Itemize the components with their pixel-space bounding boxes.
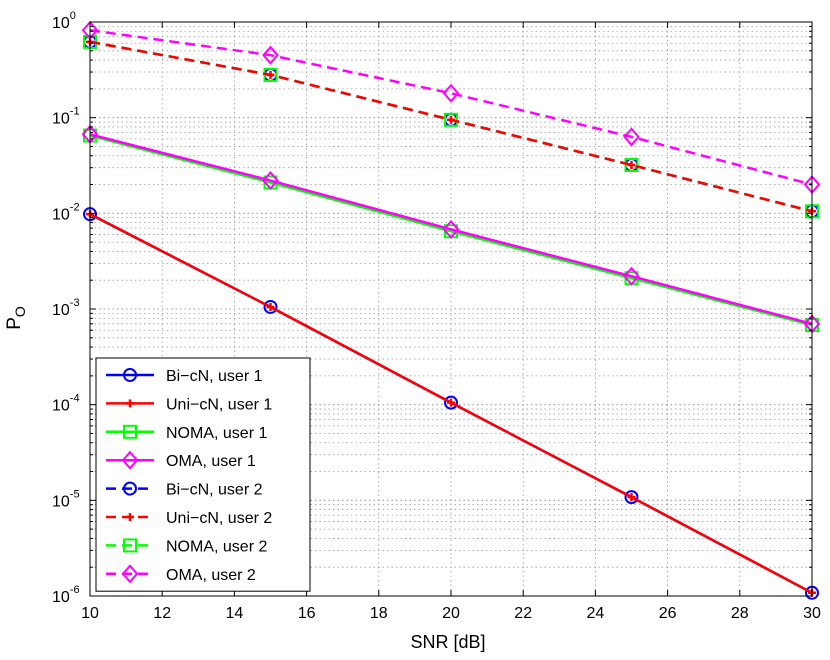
data-point bbox=[442, 83, 460, 103]
legend-marker bbox=[121, 564, 139, 584]
legend-label: Uni−cN, user 2 bbox=[166, 510, 272, 527]
data-point bbox=[627, 493, 636, 502]
legend-item: NOMA, user 2 bbox=[106, 538, 267, 555]
legend-item: Uni−cN, user 1 bbox=[106, 396, 272, 413]
y-tick-exponent: -2 bbox=[70, 201, 80, 213]
x-tick-label: 22 bbox=[514, 605, 532, 622]
data-point bbox=[447, 398, 455, 407]
y-tick-base: 10 bbox=[52, 206, 70, 223]
x-tick-label: 30 bbox=[803, 605, 821, 622]
y-tick-exponent: 0 bbox=[70, 10, 76, 22]
data-point bbox=[444, 112, 458, 127]
series-7 bbox=[81, 20, 821, 195]
y-axis-label-sub: O bbox=[12, 306, 28, 317]
grid bbox=[90, 22, 812, 596]
data-point bbox=[263, 299, 278, 314]
y-axis-label-main: P bbox=[4, 317, 25, 330]
x-tick-labels: 10 12 14 16 18 20 22 24 26 28 30 bbox=[81, 605, 821, 622]
y-tick-base: 10 bbox=[52, 589, 70, 606]
x-tick-label: 18 bbox=[370, 605, 388, 622]
series-line bbox=[89, 29, 813, 186]
legend-box bbox=[95, 357, 311, 592]
x-tick-label: 24 bbox=[587, 605, 605, 622]
legend-label: Uni−cN, user 1 bbox=[166, 396, 272, 413]
legend-marker bbox=[123, 481, 137, 496]
y-tick-label: 10-1 bbox=[52, 106, 80, 128]
y-tick-base: 10 bbox=[52, 302, 70, 319]
x-tick-label: 14 bbox=[226, 605, 244, 622]
legend-marker bbox=[123, 368, 137, 382]
legend-item: NOMA, user 1 bbox=[106, 424, 267, 442]
legend-item: Bi−cN, user 2 bbox=[106, 481, 263, 499]
x-tick-label: 26 bbox=[659, 605, 677, 622]
legend-item: OMA, user 2 bbox=[106, 564, 256, 584]
legend-label: NOMA, user 2 bbox=[166, 538, 267, 555]
y-tick-exponent: -4 bbox=[70, 393, 80, 405]
legend-marker bbox=[121, 450, 139, 470]
y-tick-label: 10-6 bbox=[52, 584, 80, 606]
axis-ticks bbox=[89, 21, 813, 597]
x-tick-label: 28 bbox=[731, 605, 749, 622]
y-tick-exponent: -3 bbox=[70, 297, 80, 309]
series-line bbox=[89, 133, 813, 326]
legend-marker bbox=[123, 424, 137, 439]
legend-label: OMA, user 2 bbox=[166, 567, 256, 584]
y-tick-base: 10 bbox=[52, 493, 70, 510]
y-axis-label: PO bbox=[4, 306, 28, 330]
y-tick-base: 10 bbox=[52, 398, 70, 415]
x-tick-label: 16 bbox=[298, 605, 316, 622]
x-tick-label: 10 bbox=[81, 605, 99, 622]
y-tick-base: 10 bbox=[52, 111, 70, 128]
data-point bbox=[444, 395, 458, 410]
y-tick-exponent: -1 bbox=[70, 106, 80, 118]
y-tick-base: 10 bbox=[52, 15, 70, 32]
legend-label: NOMA, user 1 bbox=[166, 425, 267, 442]
y-tick-label: 10-5 bbox=[52, 488, 80, 510]
y-tick-exponent: -6 bbox=[70, 584, 80, 596]
y-tick-label: 10-4 bbox=[52, 393, 80, 415]
data-point bbox=[262, 45, 279, 65]
y-tick-label: 10-2 bbox=[52, 201, 80, 223]
data-point bbox=[266, 302, 275, 311]
x-axis-label: SNR [dB] bbox=[410, 632, 485, 652]
legend-item: Uni−cN, user 2 bbox=[106, 510, 272, 527]
data-point bbox=[623, 127, 640, 147]
legend-item: OMA, user 1 bbox=[106, 450, 256, 470]
legend-label: Bi−cN, user 1 bbox=[166, 368, 263, 385]
data-point bbox=[442, 219, 460, 239]
data-point bbox=[624, 490, 639, 505]
x-tick-label: 12 bbox=[153, 605, 171, 622]
y-tick-exponent: -5 bbox=[70, 488, 80, 500]
series-lines bbox=[81, 20, 821, 600]
data-point bbox=[623, 266, 640, 286]
legend-item: Bi−cN, user 1 bbox=[106, 368, 263, 385]
y-tick-label: 10-3 bbox=[52, 297, 80, 319]
legend-marker bbox=[126, 513, 134, 521]
legend: Bi−cN, user 1 Uni−cN, user 1 NOMA, user 1 O… bbox=[95, 357, 311, 592]
data-point bbox=[266, 70, 275, 79]
x-tick-label: 20 bbox=[442, 605, 460, 622]
data-point bbox=[447, 115, 455, 124]
legend-label: OMA, user 1 bbox=[166, 453, 256, 470]
data-point bbox=[262, 171, 279, 191]
y-tick-label: 100 bbox=[52, 10, 76, 32]
data-point bbox=[624, 158, 639, 173]
data-point bbox=[627, 161, 636, 170]
series-line bbox=[89, 134, 813, 327]
legend-marker bbox=[126, 399, 134, 408]
legend-marker bbox=[123, 538, 137, 553]
legend-label: Bi−cN, user 2 bbox=[166, 482, 263, 499]
